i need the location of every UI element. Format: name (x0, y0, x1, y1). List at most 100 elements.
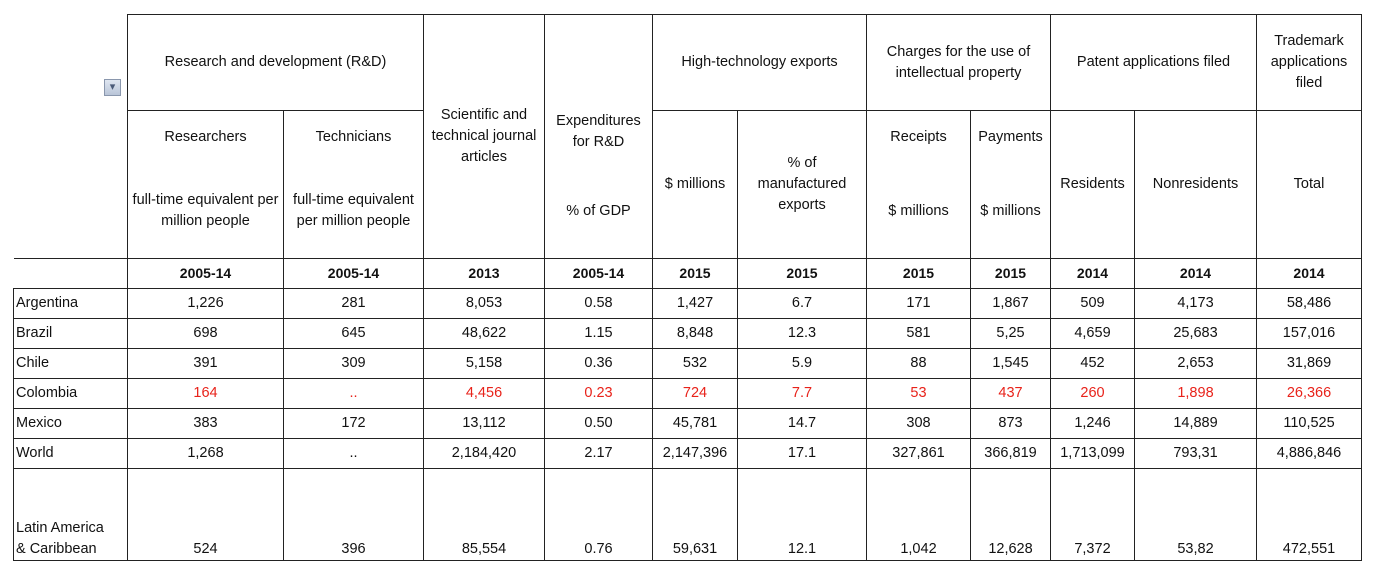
corner-cell (13, 14, 128, 259)
value-cell: 724 (652, 378, 738, 409)
value-cell: 1,268 (127, 438, 284, 469)
value-cell: 1,042 (866, 468, 971, 561)
value-cell: 645 (283, 318, 424, 349)
value-cell: 472,551 (1256, 468, 1362, 561)
value-cell: 7.7 (737, 378, 867, 409)
value-cell: 309 (283, 348, 424, 379)
header-trademark-total: Total (1256, 110, 1362, 259)
header-rd: Research and development (R&D) (127, 14, 424, 111)
country-cell: Mexico (13, 408, 128, 439)
header-hightech: High-technology exports (652, 14, 867, 111)
header-trademark: Trademark applications filed (1256, 14, 1362, 111)
value-cell: 509 (1050, 288, 1135, 319)
header-researchers: Researchers (127, 110, 284, 165)
value-cell: 12,628 (970, 468, 1051, 561)
value-cell: 5,25 (970, 318, 1051, 349)
year-cell: 2015 (970, 258, 1051, 289)
value-cell: 873 (970, 408, 1051, 439)
value-cell: 1,246 (1050, 408, 1135, 439)
header-receipts: Receipts (866, 110, 971, 165)
table-row-world: World 1,268.. 2,184,420 2.17 2,147,396 17.1 32… (13, 438, 1362, 469)
value-cell: 53 (866, 378, 971, 409)
value-cell: 157,016 (1256, 318, 1362, 349)
header-articles: Scientific and technical journal article… (423, 14, 545, 259)
value-cell: 4,456 (423, 378, 545, 409)
value-cell: 5,158 (423, 348, 545, 379)
country-cell: Argentina (13, 288, 128, 319)
value-cell: 366,819 (970, 438, 1051, 469)
header-ip: Charges for the use of intellectual prop… (866, 14, 1051, 111)
value-cell: 0.76 (544, 468, 653, 561)
table-row-latin-america: Latin America & Caribbean 524 396 85,554… (13, 468, 1362, 561)
header-expenditures: Expenditures for R&D (544, 14, 653, 165)
value-cell: 45,781 (652, 408, 738, 439)
header-patents: Patent applications filed (1050, 14, 1257, 111)
year-cell: 2005-14 (127, 258, 284, 289)
value-cell: 1,545 (970, 348, 1051, 379)
value-cell: 0.36 (544, 348, 653, 379)
value-cell: 172 (283, 408, 424, 439)
value-cell: 0.50 (544, 408, 653, 439)
table-row-chile: Chile 391 309 5,158 0.36 532 5.9 88 1,545 452 2,65… (13, 348, 1362, 379)
value-cell: 1,226 (127, 288, 284, 319)
value-cell: 308 (866, 408, 971, 439)
value-cell: 2.17 (544, 438, 653, 469)
value-cell: 698 (127, 318, 284, 349)
value-cell: 48,622 (423, 318, 545, 349)
value-cell: 164 (127, 378, 284, 409)
value-cell: .. (283, 438, 424, 469)
value-cell: 5.9 (737, 348, 867, 379)
value-cell: 171 (866, 288, 971, 319)
year-cell: 2014 (1050, 258, 1135, 289)
value-cell: 53,82 (1134, 468, 1257, 561)
value-cell: 14,889 (1134, 408, 1257, 439)
year-cell: 2005-14 (544, 258, 653, 289)
header-hightech-pct: % of manufactured exports (737, 110, 867, 259)
data-rows: Argentina 1,226 281 8,053 0.58 1,427 6.7 171 1,8… (13, 288, 1362, 469)
value-cell: 793,31 (1134, 438, 1257, 469)
value-cell: 1,867 (970, 288, 1051, 319)
value-cell: 391 (127, 348, 284, 379)
year-cell: 2005-14 (283, 258, 424, 289)
country-cell: Latin America & Caribbean (13, 468, 128, 561)
value-cell: 4,886,846 (1256, 438, 1362, 469)
value-cell: 327,861 (866, 438, 971, 469)
value-cell: 85,554 (423, 468, 545, 561)
value-cell: 260 (1050, 378, 1135, 409)
value-cell: 0.23 (544, 378, 653, 409)
value-cell: 6.7 (737, 288, 867, 319)
value-cell: 12.3 (737, 318, 867, 349)
year-cell: 2015 (737, 258, 867, 289)
year-cell: 2015 (866, 258, 971, 289)
header-receipts-unit: $ millions (866, 164, 971, 259)
value-cell: 8,848 (652, 318, 738, 349)
data-table: Research and development (R&D) Scientifi… (13, 14, 1362, 561)
value-cell: 532 (652, 348, 738, 379)
header-expenditures-unit: % of GDP (544, 164, 653, 259)
header-technicians: Technicians (283, 110, 424, 165)
header-researchers-unit: full-time equivalent per million people (127, 164, 284, 259)
value-cell: 7,372 (1050, 468, 1135, 561)
country-cell: World (13, 438, 128, 469)
year-cell: 2014 (1134, 258, 1257, 289)
value-cell: 437 (970, 378, 1051, 409)
value-cell: .. (283, 378, 424, 409)
value-cell: 2,653 (1134, 348, 1257, 379)
value-cell: 2,184,420 (423, 438, 545, 469)
value-cell: 0.58 (544, 288, 653, 319)
value-cell: 4,173 (1134, 288, 1257, 319)
value-cell: 383 (127, 408, 284, 439)
country-line-2: & Caribbean (16, 541, 97, 557)
country-cell: Brazil (13, 318, 128, 349)
value-cell: 88 (866, 348, 971, 379)
value-cell: 14.7 (737, 408, 867, 439)
country-cell: Colombia (13, 378, 128, 409)
value-cell: 17.1 (737, 438, 867, 469)
years-row: 2005-14 2005-14 2013 2005-14 2015 2015 2… (13, 258, 1362, 289)
header-nonresidents: Nonresidents (1134, 110, 1257, 259)
country-line-1: Latin America (16, 520, 104, 536)
header-hightech-millions: $ millions (652, 110, 738, 259)
years-row-blank (13, 258, 128, 289)
header-payments-unit: $ millions (970, 164, 1051, 259)
value-cell: 452 (1050, 348, 1135, 379)
